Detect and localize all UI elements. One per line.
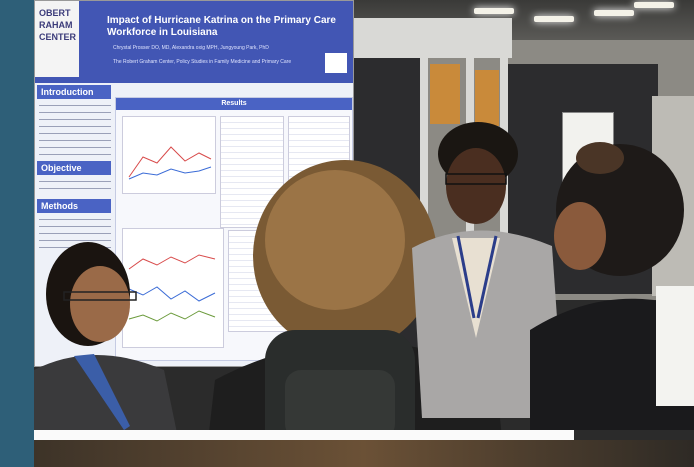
section-results: Results (116, 98, 352, 110)
ceiling-light (534, 16, 574, 22)
objective-text-lines (39, 177, 111, 193)
section-objective: Objective (37, 161, 111, 175)
booth-window (430, 64, 460, 124)
woman-dark-hair-profile (530, 142, 694, 430)
center-logo: OBERT RAHAM CENTER (35, 1, 79, 77)
results-chart (122, 116, 216, 194)
collage-photo-strip (34, 440, 694, 467)
booth-frame-top (352, 18, 512, 58)
line-chart-graphic (128, 254, 216, 322)
poster-corner-logo (325, 53, 347, 73)
poster-title: Impact of Hurricane Katrina on the Prima… (107, 15, 336, 38)
presenter-woman (412, 122, 564, 418)
section-methods: Methods (37, 199, 111, 213)
ceiling-light (594, 10, 634, 16)
poster-affiliation: The Robert Graham Center, Policy Studies… (113, 59, 292, 65)
collage-side-bar (0, 0, 34, 467)
logo-line: CENTER (39, 32, 77, 42)
poster-header: OBERT RAHAM CENTER Impact of Hurricane K… (35, 1, 353, 83)
methods-text-lines (39, 215, 111, 249)
background-wall-panel (656, 286, 694, 406)
poster-authors: Chrystal Prosser DO, MD, Alexandra oxig … (113, 45, 269, 51)
line-chart-graphic (128, 146, 212, 180)
section-introduction: Introduction (37, 85, 111, 99)
logo-line: OBERT (39, 8, 71, 18)
logo-line: RAHAM (39, 20, 73, 30)
intro-text-lines (39, 101, 111, 157)
booth-window (475, 70, 499, 126)
ceiling-light (634, 2, 674, 8)
ceiling-light (474, 8, 514, 14)
